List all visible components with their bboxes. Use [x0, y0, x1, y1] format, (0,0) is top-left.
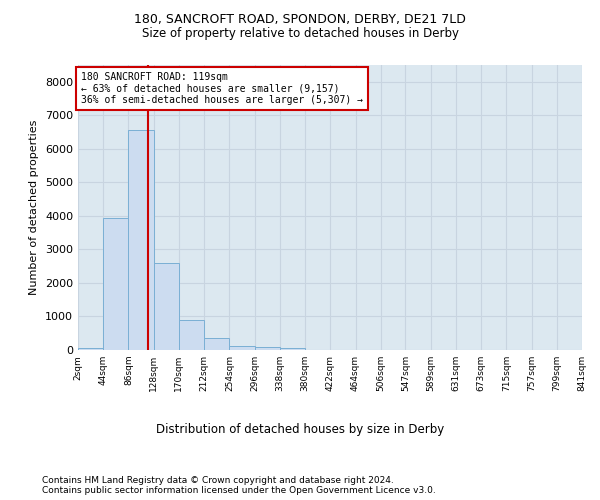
Text: 180 SANCROFT ROAD: 119sqm
← 63% of detached houses are smaller (9,157)
36% of se: 180 SANCROFT ROAD: 119sqm ← 63% of detac…	[81, 72, 363, 105]
Text: Size of property relative to detached houses in Derby: Size of property relative to detached ho…	[142, 28, 458, 40]
Text: Distribution of detached houses by size in Derby: Distribution of detached houses by size …	[156, 422, 444, 436]
Bar	[128, 130, 154, 350]
Bar	[154, 263, 179, 350]
Bar	[229, 346, 254, 350]
Text: 180, SANCROFT ROAD, SPONDON, DERBY, DE21 7LD: 180, SANCROFT ROAD, SPONDON, DERBY, DE21…	[134, 12, 466, 26]
Bar	[78, 348, 103, 350]
Bar	[179, 320, 204, 350]
Text: Contains HM Land Registry data © Crown copyright and database right 2024.
Contai: Contains HM Land Registry data © Crown c…	[42, 476, 436, 495]
Bar	[103, 218, 128, 350]
Y-axis label: Number of detached properties: Number of detached properties	[29, 120, 40, 295]
Bar	[280, 348, 305, 350]
Bar	[204, 338, 229, 350]
Bar	[254, 346, 280, 350]
